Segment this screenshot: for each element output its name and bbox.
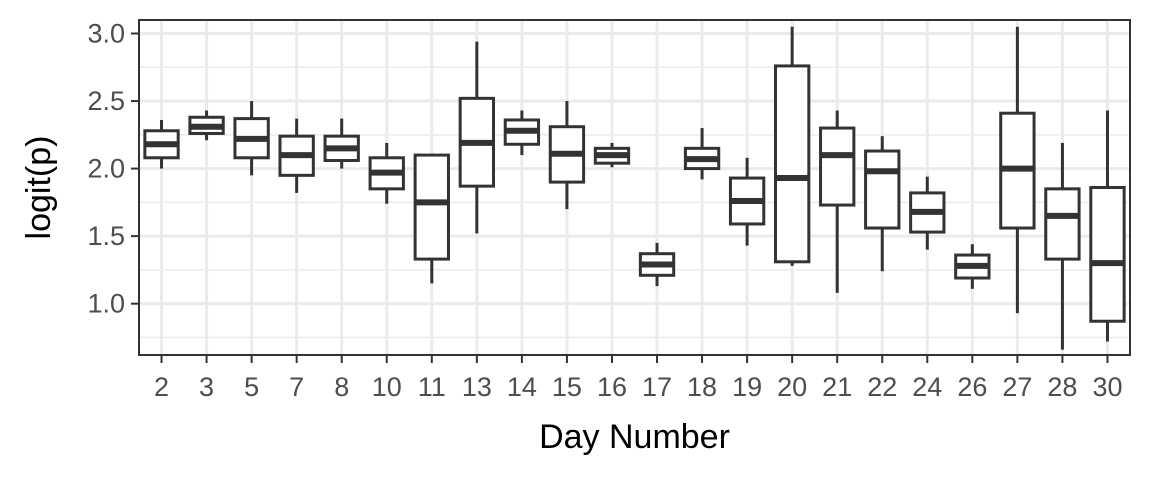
box-day-14 [503, 110, 541, 156]
x-tick-label: 26 [957, 372, 987, 402]
x-tick-label: 28 [1047, 372, 1077, 402]
box-day-17 [638, 242, 676, 287]
x-tick-label: 20 [777, 372, 807, 402]
x-tick-label: 30 [1092, 372, 1122, 402]
x-tick-label: 17 [642, 372, 672, 402]
box-day-7 [278, 118, 315, 193]
x-tick-label: 11 [418, 372, 446, 402]
y-tick-label: 2.0 [87, 154, 125, 184]
x-tick-label: 18 [687, 372, 717, 402]
box-day-21 [819, 110, 856, 293]
box-day-30 [1089, 110, 1126, 342]
panel-border [138, 19, 1131, 356]
iqr-box [1044, 187, 1081, 261]
x-tick-label: 21 [822, 372, 852, 402]
y-tick-label: 2.5 [87, 86, 125, 116]
iqr-box [413, 153, 450, 261]
box-day-11 [413, 153, 450, 284]
box-day-2 [143, 119, 180, 169]
grid-layer [139, 20, 1130, 355]
x-tick-label: 2 [154, 372, 169, 402]
x-tick-label: 15 [552, 372, 582, 402]
iqr-box [864, 149, 901, 230]
x-tick-label: 5 [244, 372, 259, 402]
y-tick-label: 1.5 [87, 221, 125, 251]
box-day-26 [954, 244, 991, 289]
box-day-3 [188, 110, 225, 141]
box-day-5 [233, 101, 270, 176]
x-tick-label: 22 [867, 372, 897, 402]
x-tick-label: 24 [912, 372, 942, 402]
iqr-box [819, 126, 856, 207]
x-tick-label: 16 [597, 372, 627, 402]
iqr-box [1089, 186, 1126, 323]
x-tick-label: 7 [289, 372, 304, 402]
x-tick-label: 27 [1002, 372, 1032, 402]
box-day-28 [1044, 142, 1081, 350]
x-tick-label: 13 [462, 372, 492, 402]
box-day-13 [458, 41, 496, 234]
box-day-27 [999, 26, 1036, 314]
box-day-8 [323, 118, 360, 169]
box-day-16 [593, 142, 631, 168]
box-day-15 [548, 101, 586, 210]
axis-layer: 1.0 1.5 2.0 2.5 3.0 2 3 5 7 8 10 11 13 14 15 16 17 18 19 20… [87, 19, 1122, 402]
x-tick-label: 10 [372, 372, 402, 402]
x-axis-title: Day Number [539, 418, 730, 456]
box-day-24 [909, 176, 946, 250]
iqr-box [773, 64, 811, 264]
y-tick-label: 1.0 [87, 289, 125, 319]
box-day-20 [773, 26, 811, 266]
x-tick-label: 19 [732, 372, 762, 402]
box-day-18 [683, 128, 721, 180]
panel-background [139, 20, 1130, 355]
x-tick-label: 3 [199, 372, 214, 402]
y-tick-label: 3.0 [87, 19, 125, 49]
x-tick-label: 14 [507, 372, 537, 402]
y-axis-title: logit(p) [20, 136, 58, 240]
box-layer [143, 26, 1126, 350]
box-day-22 [864, 136, 901, 272]
box-day-19 [728, 157, 766, 246]
box-day-10 [368, 142, 405, 204]
x-tick-label: 8 [334, 372, 349, 402]
